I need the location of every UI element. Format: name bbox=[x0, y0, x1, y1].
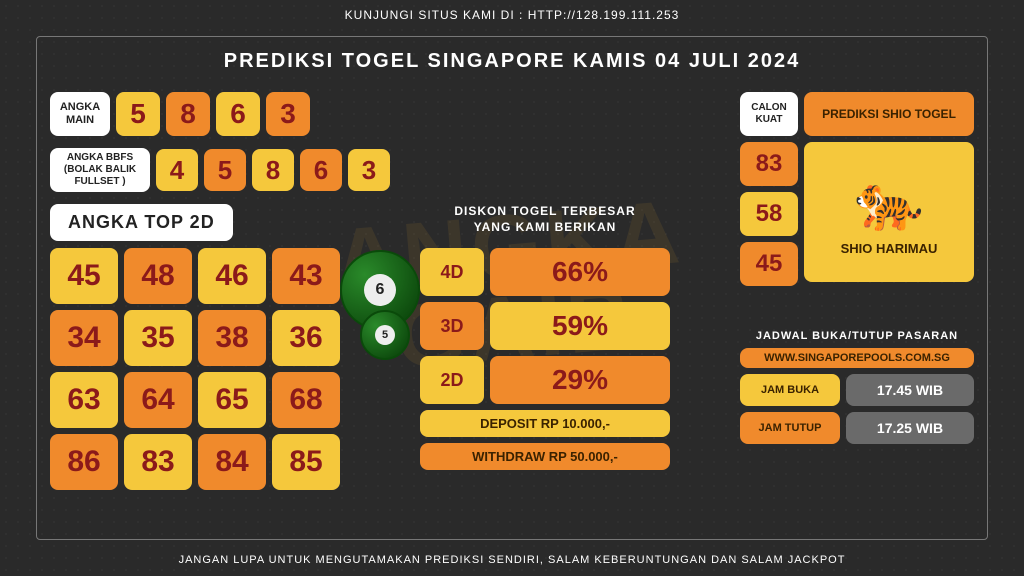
top2d-grid: 45484643 34353836 63646568 86838485 bbox=[50, 248, 340, 490]
number-chip: 38 bbox=[198, 310, 266, 366]
number-chip: 83 bbox=[124, 434, 192, 490]
number-chip: 6 bbox=[300, 149, 342, 191]
number-chip: 64 bbox=[124, 372, 192, 428]
number-chip: 36 bbox=[272, 310, 340, 366]
number-chip: 43 bbox=[272, 248, 340, 304]
bbfs-label: ANGKA BBFS (BOLAK BALIK FULLSET ) bbox=[50, 148, 150, 192]
diskon-type-label: 2D bbox=[420, 356, 484, 404]
shio-box: 🐅 SHIO HARIMAU bbox=[804, 142, 974, 282]
diskon-value: 66% bbox=[490, 248, 670, 296]
top2d-label: ANGKA TOP 2D bbox=[50, 204, 233, 241]
diskon-value: 29% bbox=[490, 356, 670, 404]
jadwal-label: JAM BUKA bbox=[740, 374, 840, 406]
number-chip: 45 bbox=[50, 248, 118, 304]
number-chip: 86 bbox=[50, 434, 118, 490]
jadwal-time: 17.25 WIB bbox=[846, 412, 974, 444]
shio-name: SHIO HARIMAU bbox=[841, 241, 938, 256]
angka-main-row: ANGKA MAIN 5863 bbox=[50, 92, 310, 136]
withdraw-row: WITHDRAW RP 50.000,- bbox=[420, 443, 670, 470]
jadwal-row: JAM BUKA17.45 WIB bbox=[740, 374, 974, 406]
jadwal-label: JAM TUTUP bbox=[740, 412, 840, 444]
number-chip: 6 bbox=[216, 92, 260, 136]
jadwal-header: JADWAL BUKA/TUTUP PASARAN bbox=[740, 330, 974, 342]
number-chip: 48 bbox=[124, 248, 192, 304]
number-chip: 84 bbox=[198, 434, 266, 490]
number-chip: 34 bbox=[50, 310, 118, 366]
footer-text: JANGAN LUPA UNTUK MENGUTAMAKAN PREDIKSI … bbox=[0, 554, 1024, 566]
diskon-row: 4D66% bbox=[420, 248, 670, 296]
jadwal-time: 17.45 WIB bbox=[846, 374, 974, 406]
deposit-row: DEPOSIT RP 10.000,- bbox=[420, 410, 670, 437]
number-chip: 46 bbox=[198, 248, 266, 304]
number-chip: 3 bbox=[348, 149, 390, 191]
tiger-icon: 🐅 bbox=[854, 169, 924, 235]
number-chip: 4 bbox=[156, 149, 198, 191]
number-chip: 58 bbox=[740, 192, 798, 236]
diskon-row: 3D59% bbox=[420, 302, 670, 350]
calon-kuat-label: CALON KUAT bbox=[740, 92, 798, 136]
number-chip: 83 bbox=[740, 142, 798, 186]
calon-kuat-section: CALON KUAT 83 58 45 PREDIKSI SHIO TOGEL 🐅 … bbox=[740, 92, 974, 286]
diskon-column: 4D66%3D59%2D29% DEPOSIT RP 10.000,- WITH… bbox=[420, 248, 670, 470]
jadwal-section: JADWAL BUKA/TUTUP PASARAN WWW.SINGAPOREP… bbox=[740, 330, 974, 444]
angka-main-label: ANGKA MAIN bbox=[50, 92, 110, 136]
number-chip: 45 bbox=[740, 242, 798, 286]
number-chip: 8 bbox=[166, 92, 210, 136]
number-chip: 35 bbox=[124, 310, 192, 366]
number-chip: 68 bbox=[272, 372, 340, 428]
page-title: PREDIKSI TOGEL SINGAPORE KAMIS 04 JULI 2… bbox=[0, 50, 1024, 73]
diskon-type-label: 4D bbox=[420, 248, 484, 296]
number-chip: 8 bbox=[252, 149, 294, 191]
diskon-type-label: 3D bbox=[420, 302, 484, 350]
number-chip: 5 bbox=[116, 92, 160, 136]
diskon-row: 2D29% bbox=[420, 356, 670, 404]
number-chip: 85 bbox=[272, 434, 340, 490]
prediksi-shio-label: PREDIKSI SHIO TOGEL bbox=[804, 92, 974, 136]
number-chip: 5 bbox=[204, 149, 246, 191]
top-url-bar: KUNJUNGI SITUS KAMI DI : HTTP://128.199.… bbox=[0, 8, 1024, 22]
bbfs-row: ANGKA BBFS (BOLAK BALIK FULLSET ) 45863 bbox=[50, 148, 390, 192]
diskon-label: DISKON TOGEL TERBESAR YANG KAMI BERIKAN bbox=[430, 204, 660, 235]
jadwal-row: JAM TUTUP17.25 WIB bbox=[740, 412, 974, 444]
number-chip: 65 bbox=[198, 372, 266, 428]
diskon-value: 59% bbox=[490, 302, 670, 350]
number-chip: 63 bbox=[50, 372, 118, 428]
number-chip: 3 bbox=[266, 92, 310, 136]
jadwal-site: WWW.SINGAPOREPOOLS.COM.SG bbox=[740, 348, 974, 368]
